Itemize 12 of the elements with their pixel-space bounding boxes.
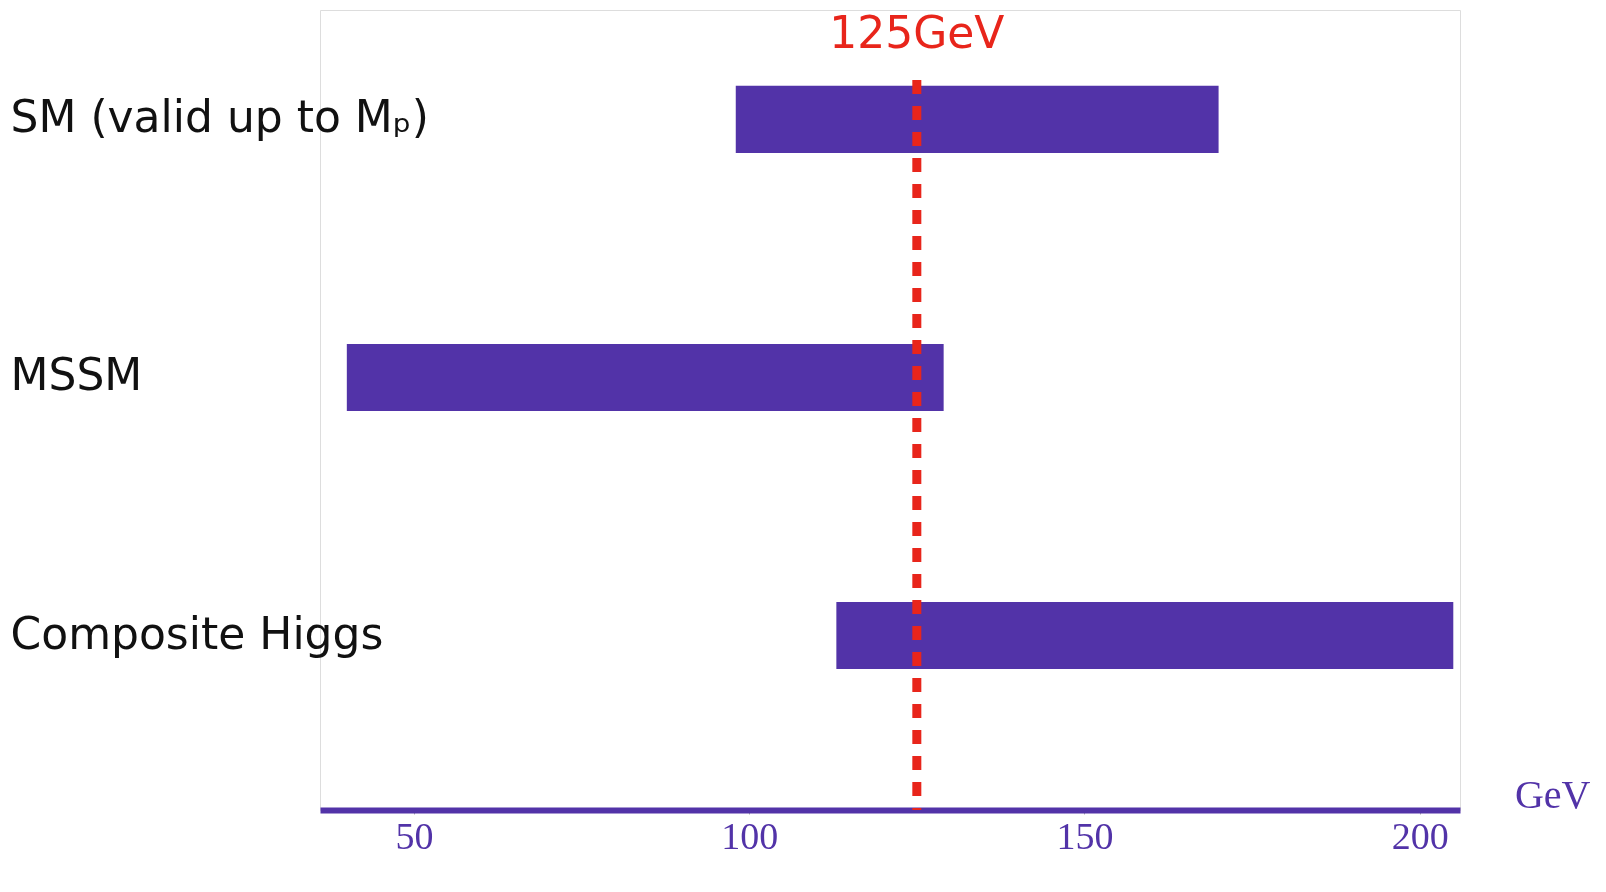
bar (346, 343, 944, 412)
y-tick-label: SM (valid up to Mₚ) (10, 91, 429, 143)
bar (735, 85, 1219, 153)
x-tick-label: 100 (721, 814, 779, 857)
y-tick-label: Composite Higgs (10, 607, 384, 659)
y-tick-label: MSSM (10, 349, 143, 401)
bar (836, 602, 1454, 670)
x-tick-label: 150 (1056, 814, 1114, 857)
x-tick-label: 50 (395, 814, 434, 857)
x-axis-title: GeV (1514, 771, 1591, 817)
ref-line-label: 125GeV (829, 7, 1005, 58)
x-tick-label: 200 (1391, 814, 1449, 857)
